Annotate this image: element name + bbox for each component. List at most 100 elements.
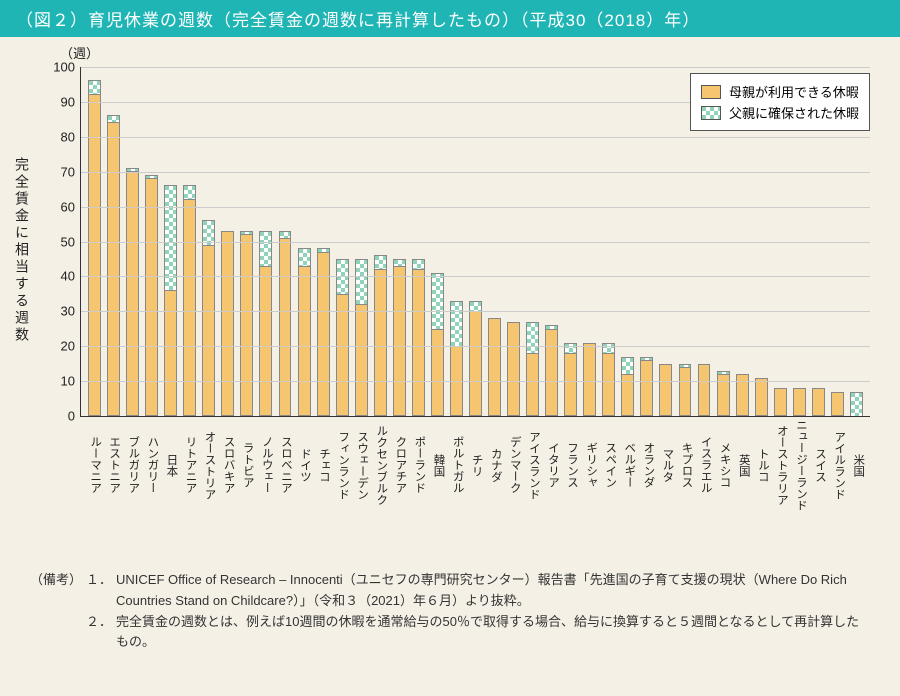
footnote-label: （備考） [30, 570, 82, 612]
bar-stack [488, 318, 501, 416]
x-tick-label: フランス [561, 419, 580, 511]
bar-segment-mother [831, 392, 844, 417]
bar-segment-mother [298, 266, 311, 417]
y-tick-label: 30 [61, 304, 75, 319]
bar-stack [412, 259, 425, 417]
x-tick-label: スイス [809, 419, 828, 511]
x-tick-label: ブルガリア [122, 419, 141, 511]
bar-segment-father [602, 343, 615, 354]
bar-segment-mother [659, 364, 672, 417]
bar-stack [659, 364, 672, 417]
bar-segment-mother [355, 304, 368, 416]
bar-stack [88, 80, 101, 416]
x-tick-label: トルコ [752, 419, 771, 511]
bar-stack [583, 343, 596, 417]
x-tick-label: マルタ [656, 419, 675, 511]
x-tick-label: ベルギー [618, 419, 637, 511]
footnote-text-1: UNICEF Office of Research – Innocenti（ユニ… [116, 570, 870, 612]
x-labels: ルーマニアエストニアブルガリアハンガリー日本リトアニアオーストリアスロバキアラト… [80, 419, 870, 511]
grid-line [81, 67, 870, 68]
bar-stack [507, 322, 520, 417]
bar-segment-father [355, 259, 368, 305]
bar-segment-mother [774, 388, 787, 416]
x-tick-label: スロベニア [275, 419, 294, 511]
bar-segment-father [393, 259, 406, 266]
bar-stack [317, 248, 330, 416]
grid-line [81, 311, 870, 312]
bar-stack [793, 388, 806, 416]
chart-title-bar: （図２）育児休業の週数（完全賃金の週数に再計算したもの）（平成30（2018）年… [0, 0, 900, 37]
y-tick-label: 70 [61, 164, 75, 179]
x-tick-label: ハンガリー [141, 419, 160, 511]
chart-title: （図２）育児休業の週数（完全賃金の週数に再計算したもの）（平成30（2018）年… [16, 11, 700, 30]
x-tick-label: 米国 [847, 419, 866, 511]
x-tick-label: エストニア [103, 419, 122, 511]
legend: 母親が利用できる休暇 父親に確保された休暇 [690, 73, 870, 131]
bar-segment-mother [583, 343, 596, 417]
x-tick-label: クロアチア [389, 419, 408, 511]
y-tick-label: 50 [61, 234, 75, 249]
bar-stack [564, 343, 577, 417]
bar-segment-mother [640, 360, 653, 416]
x-tick-label: 日本 [160, 419, 179, 511]
y-tick-label: 40 [61, 269, 75, 284]
bar-segment-mother [221, 231, 234, 417]
bar-stack [831, 392, 844, 417]
bar-segment-father [164, 185, 177, 290]
legend-swatch-mother [701, 85, 721, 99]
x-tick-label: ポーランド [408, 419, 427, 511]
bar-stack [755, 378, 768, 417]
x-tick-label: ルーマニア [84, 419, 103, 511]
bar-segment-father [374, 255, 387, 269]
x-tick-label: キプロス [675, 419, 694, 511]
footnote-num-1: １． [86, 570, 112, 612]
bar-segment-mother [488, 318, 501, 416]
bar-stack [298, 248, 311, 416]
bar-stack [374, 255, 387, 416]
bar-segment-mother [793, 388, 806, 416]
x-tick-label: ラトビア [237, 419, 256, 511]
grid-line [81, 207, 870, 208]
bar-stack [107, 115, 120, 416]
bar-segment-mother [374, 269, 387, 416]
bar-segment-mother [679, 367, 692, 416]
grid-line [81, 172, 870, 173]
bar-stack [812, 388, 825, 416]
legend-swatch-father [701, 106, 721, 120]
y-tick-label: 100 [53, 60, 75, 75]
x-tick-label: 英国 [733, 419, 752, 511]
x-tick-label: スウェーデン [351, 419, 370, 511]
bar-stack [221, 231, 234, 417]
y-axis-title: 完全賃金に相当する週数 [12, 157, 32, 344]
bar-stack [850, 392, 863, 417]
bar-stack [545, 325, 558, 416]
x-tick-label: アイスランド [523, 419, 542, 511]
bar-segment-mother [812, 388, 825, 416]
grid-line [81, 242, 870, 243]
bar-stack [431, 273, 444, 417]
x-tick-label: チェコ [313, 419, 332, 511]
bar-segment-father [412, 259, 425, 270]
bar-segment-father [469, 301, 482, 312]
x-tick-label: チリ [466, 419, 485, 511]
x-tick-label: メキシコ [714, 419, 733, 511]
bar-segment-mother [107, 122, 120, 416]
bar-segment-mother [469, 311, 482, 416]
x-tick-label: ルクセンブルク [370, 419, 389, 511]
chart-area: （週） 完全賃金に相当する週数 母親が利用できる休暇 父親に確保された休暇 01… [0, 37, 900, 562]
bar-segment-mother [259, 266, 272, 417]
bar-segment-mother [545, 329, 558, 417]
bar-segment-mother [393, 266, 406, 417]
bar-stack [336, 259, 349, 417]
bar-segment-father [431, 273, 444, 329]
legend-item-mother: 母親が利用できる休暇 [701, 82, 859, 101]
bar-stack [717, 371, 730, 417]
footnote-num-2: ２． [86, 612, 112, 654]
footnote-text-2: 完全賃金の週数とは、例えば10週間の休暇を通常給与の50％で取得する場合、給与に… [116, 612, 870, 654]
x-tick-label: ノルウェー [256, 419, 275, 511]
y-tick-label: 90 [61, 94, 75, 109]
bar-segment-mother [526, 353, 539, 416]
bar-stack [602, 343, 615, 417]
x-tick-label: スロバキア [218, 419, 237, 511]
x-tick-label: スペイン [599, 419, 618, 511]
